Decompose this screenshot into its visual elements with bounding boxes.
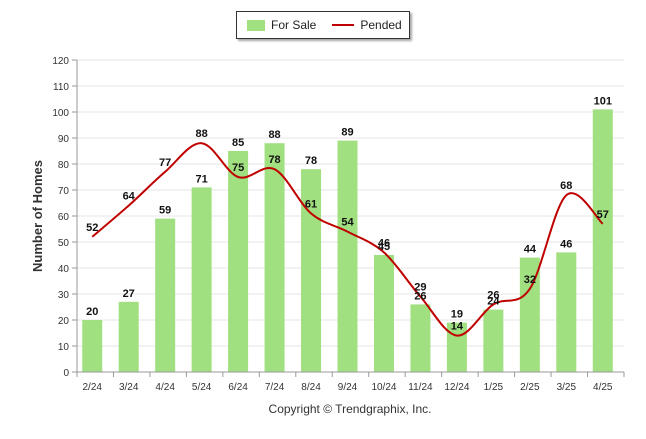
data-label-pended: 52 bbox=[86, 222, 98, 234]
data-label-pended: 68 bbox=[560, 180, 572, 192]
legend-swatch-for-sale bbox=[247, 19, 265, 31]
y-tick-label: 110 bbox=[53, 82, 69, 93]
x-tick-label: 12/24 bbox=[444, 382, 469, 393]
data-label-for-sale: 85 bbox=[232, 137, 244, 149]
data-label-for-sale: 45 bbox=[378, 241, 390, 253]
y-axis-title: Number of Homes bbox=[30, 160, 45, 272]
data-label-for-sale: 24 bbox=[487, 296, 500, 308]
y-tick-label: 70 bbox=[58, 186, 70, 197]
bar-for-sale[interactable] bbox=[410, 304, 431, 372]
y-tick-label: 90 bbox=[58, 134, 70, 145]
x-tick-label: 2/24 bbox=[82, 382, 102, 393]
x-tick-label: 10/24 bbox=[371, 382, 396, 393]
bar-for-sale[interactable] bbox=[264, 143, 285, 372]
y-tick-label: 100 bbox=[52, 108, 69, 119]
data-label-for-sale: 89 bbox=[341, 127, 353, 139]
data-label-for-sale: 27 bbox=[123, 288, 135, 300]
y-tick-label: 0 bbox=[63, 368, 69, 379]
data-label-for-sale: 101 bbox=[594, 95, 612, 107]
legend-label-for-sale: For Sale bbox=[271, 18, 317, 32]
data-label-for-sale: 88 bbox=[268, 129, 280, 141]
y-tick-label: 60 bbox=[58, 212, 70, 223]
legend-item-for-sale[interactable]: For Sale bbox=[247, 18, 316, 32]
y-tick-label: 120 bbox=[52, 56, 69, 67]
y-tick-label: 10 bbox=[58, 342, 70, 353]
data-label-for-sale: 20 bbox=[86, 306, 98, 318]
data-label-pended: 26 bbox=[487, 289, 499, 301]
data-label-for-sale: 78 bbox=[305, 155, 317, 167]
y-tick-label: 20 bbox=[58, 316, 70, 327]
legend-label-pended: Pended bbox=[360, 18, 402, 32]
x-tick-label: 3/24 bbox=[119, 382, 139, 393]
data-label-pended: 57 bbox=[597, 209, 609, 221]
bar-for-sale[interactable] bbox=[118, 301, 139, 372]
bar-for-sale[interactable] bbox=[301, 169, 322, 372]
data-label-pended: 14 bbox=[451, 321, 464, 333]
line-pended[interactable] bbox=[91, 142, 604, 337]
bar-for-sale[interactable] bbox=[191, 187, 212, 372]
data-label-pended: 54 bbox=[341, 217, 354, 229]
data-label-pended: 78 bbox=[268, 154, 280, 166]
y-tick-label: 40 bbox=[58, 264, 70, 275]
y-tick-label: 80 bbox=[58, 160, 70, 171]
data-label-for-sale: 19 bbox=[451, 309, 463, 321]
data-label-pended: 64 bbox=[123, 191, 136, 203]
data-label-pended: 77 bbox=[159, 157, 171, 169]
x-tick-label: 3/25 bbox=[557, 382, 577, 393]
x-tick-label: 6/24 bbox=[228, 382, 248, 393]
y-tick-label: 50 bbox=[58, 238, 70, 249]
x-tick-label: 5/24 bbox=[192, 382, 212, 393]
data-label-pended: 46 bbox=[378, 237, 390, 249]
bar-for-sale[interactable] bbox=[228, 151, 249, 372]
bar-for-sale[interactable] bbox=[519, 257, 540, 372]
y-tick-label: 30 bbox=[58, 290, 70, 301]
data-label-pended: 88 bbox=[196, 128, 208, 140]
data-label-pended: 29 bbox=[414, 282, 426, 294]
x-tick-label: 9/24 bbox=[338, 382, 358, 393]
bar-for-sale[interactable] bbox=[155, 218, 176, 372]
data-label-pended: 75 bbox=[232, 162, 244, 174]
legend-swatch-pended bbox=[332, 24, 355, 26]
bar-for-sale[interactable] bbox=[592, 109, 613, 373]
data-label-pended: 32 bbox=[524, 274, 536, 286]
data-label-pended: 61 bbox=[305, 198, 317, 210]
x-tick-label: 1/25 bbox=[484, 382, 504, 393]
bar-for-sale[interactable] bbox=[373, 255, 394, 372]
data-label-for-sale: 71 bbox=[196, 173, 208, 185]
copyright-text: Copyright © Trendgraphix, Inc. bbox=[269, 402, 432, 416]
x-tick-label: 8/24 bbox=[301, 382, 321, 393]
data-label-for-sale: 59 bbox=[159, 205, 171, 217]
bar-for-sale[interactable] bbox=[82, 320, 103, 372]
bar-for-sale[interactable] bbox=[556, 252, 577, 372]
bar-for-sale[interactable] bbox=[483, 309, 504, 372]
x-tick-label: 4/25 bbox=[593, 382, 613, 393]
bar-for-sale[interactable] bbox=[337, 140, 358, 372]
x-tick-label: 2/25 bbox=[520, 382, 540, 393]
data-label-for-sale: 46 bbox=[560, 238, 572, 250]
x-tick-label: 11/24 bbox=[408, 382, 433, 393]
x-tick-label: 4/24 bbox=[155, 382, 175, 393]
legend-item-pended[interactable]: Pended bbox=[332, 18, 402, 32]
legend: For Sale Pended bbox=[236, 11, 410, 39]
data-label-for-sale: 26 bbox=[414, 290, 426, 302]
x-tick-label: 7/24 bbox=[265, 382, 285, 393]
data-label-for-sale: 44 bbox=[524, 244, 537, 256]
